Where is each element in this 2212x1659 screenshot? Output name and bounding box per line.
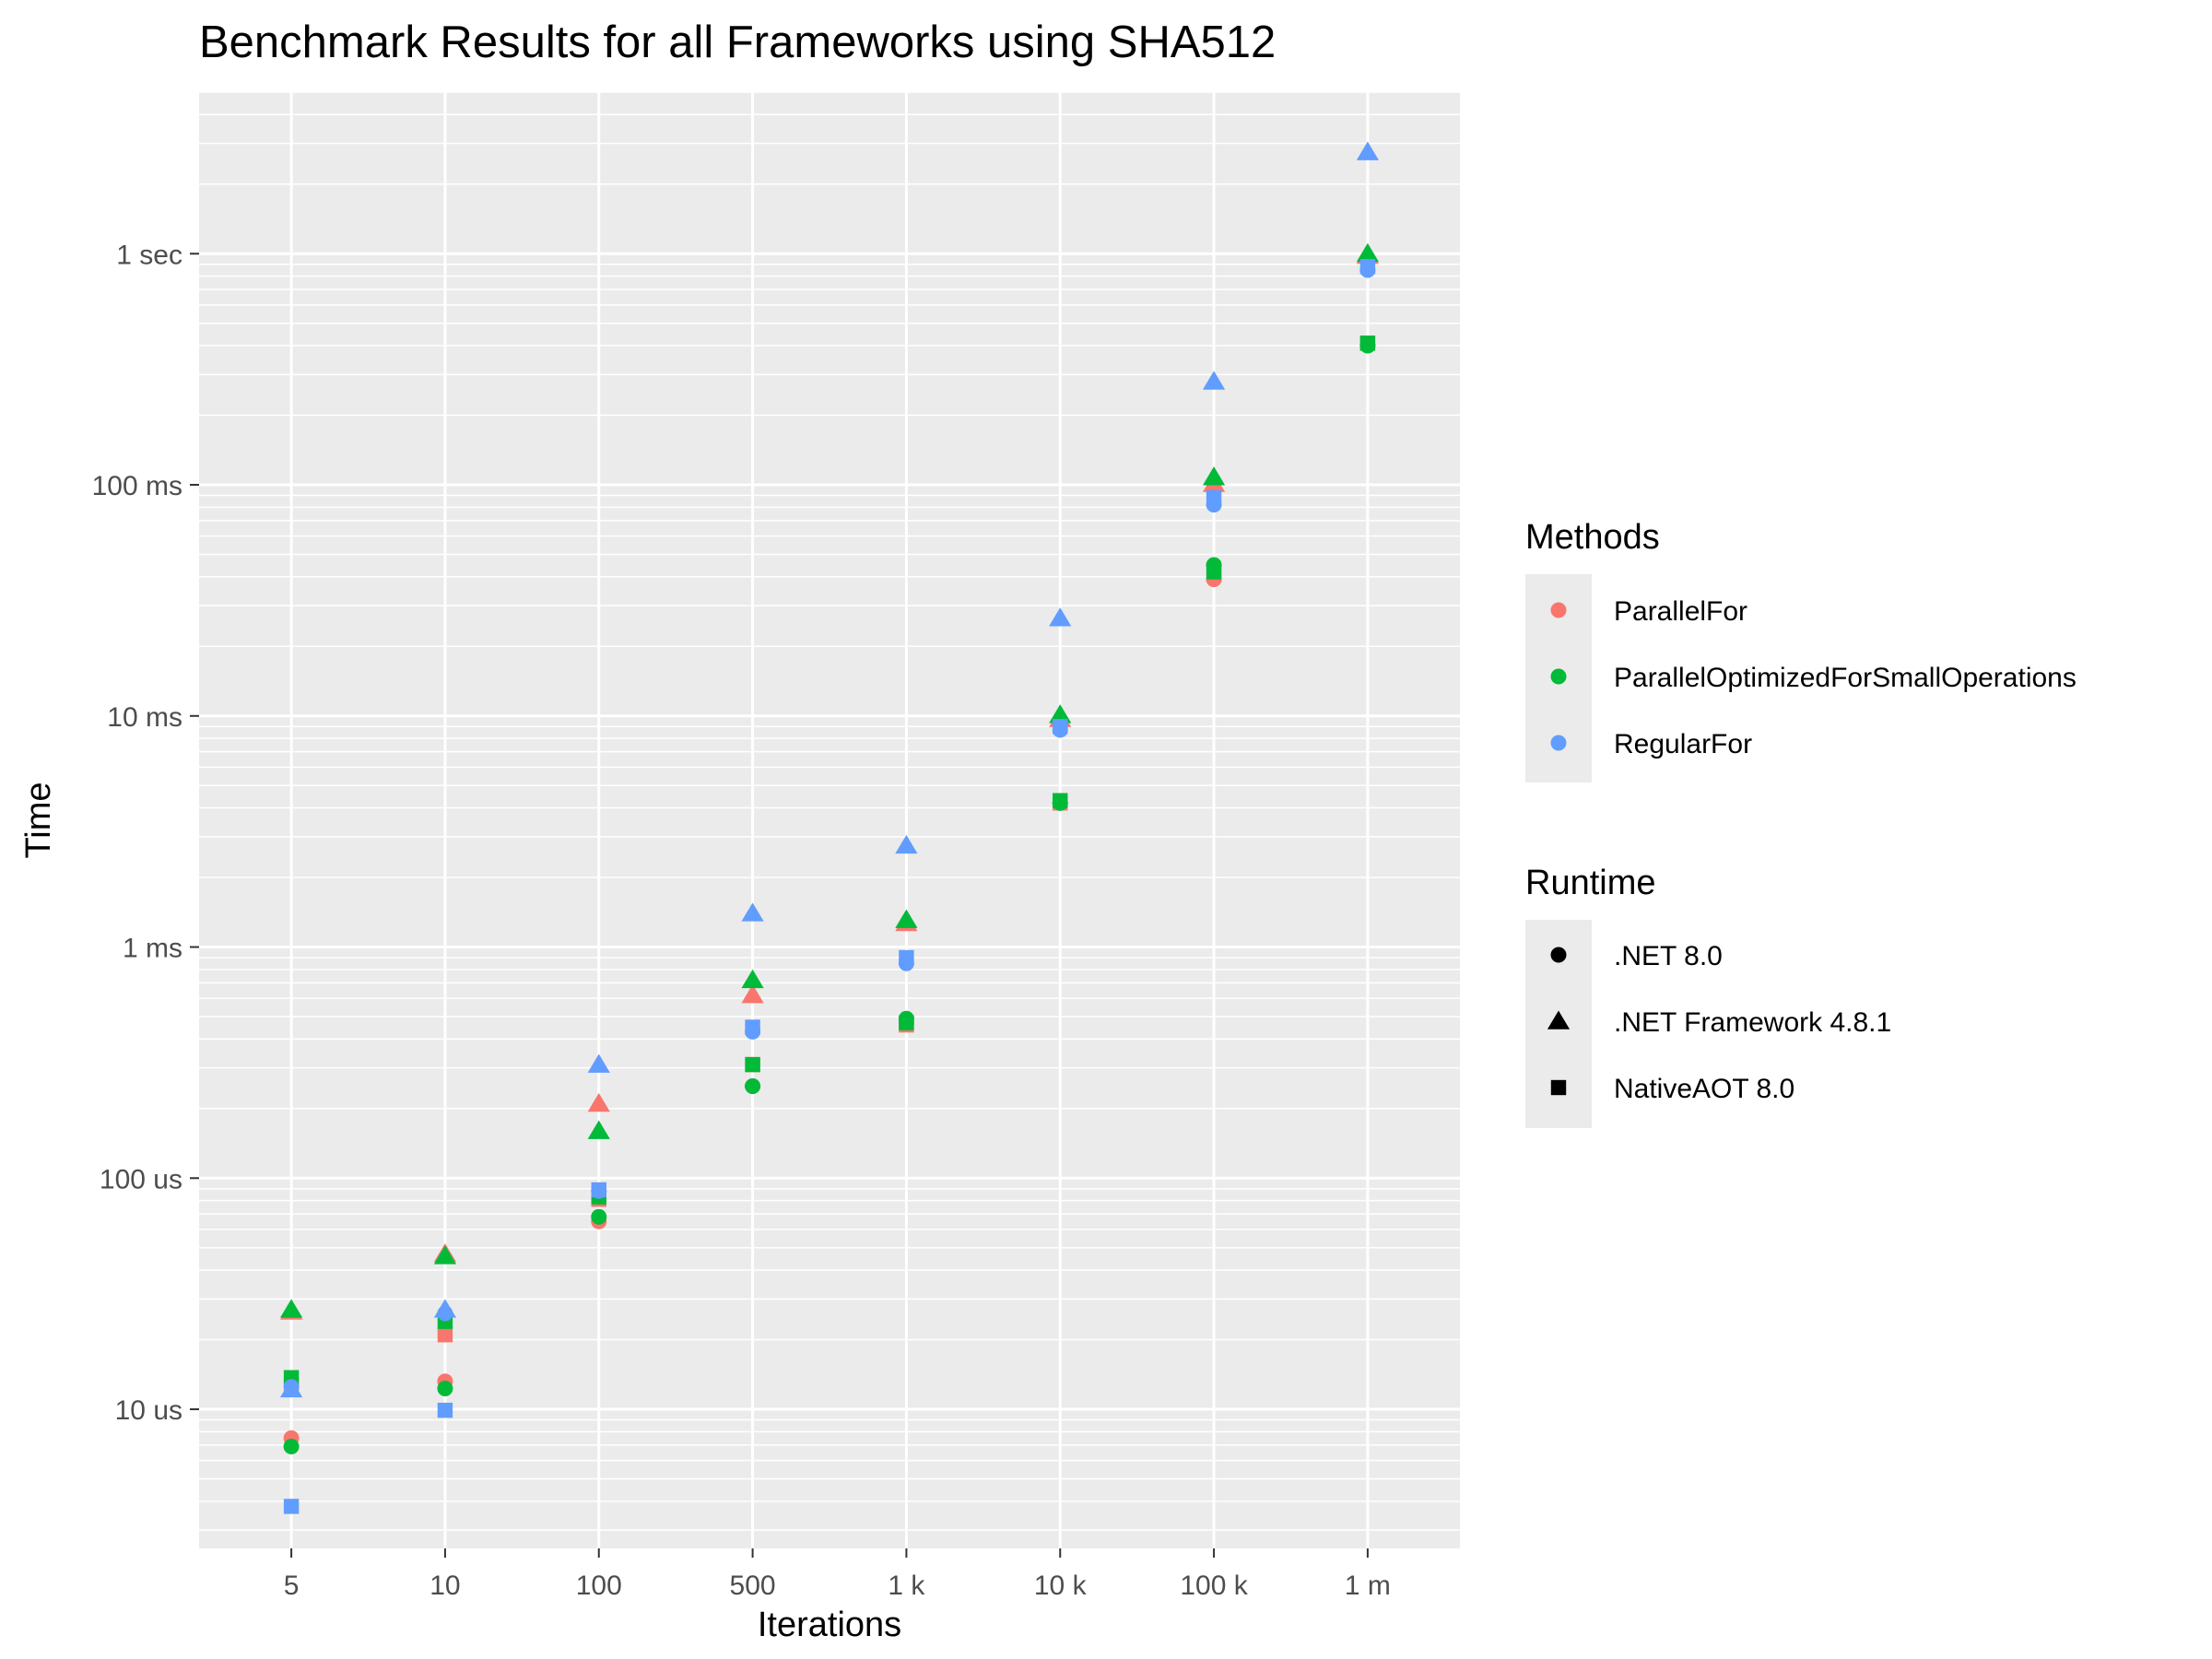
point-regularfor-nativeaot-8-0-10-k [1053,719,1068,735]
point-paralleloptimizedforsmalloperations-net-8-0-5 [283,1438,300,1454]
legend-methods-title: Methods [1525,518,1660,557]
point-paralleloptimizedforsmalloperations-net-framework-4-8-1-1-k [895,909,918,928]
point-paralleloptimizedforsmalloperations-net-framework-4-8-1-10-k [1049,704,1072,724]
legend-key-parallelfor [1550,602,1567,618]
point-paralleloptimizedforsmalloperations-net-framework-4-8-1-100 [587,1120,610,1139]
x-tick-label-100: 100 [576,1571,622,1601]
legend-label-parallelfor: ParallelFor [1614,596,1747,627]
point-regularfor-net-framework-4-8-1-5 [279,1378,303,1398]
y-tick-label-1-ms: 1 ms [123,934,182,964]
y-tick-label-1-sec: 1 sec [116,240,182,270]
legend-label-net-8-0: .NET 8.0 [1614,941,1723,971]
data-points [279,141,1380,1514]
x-tick-label-100-k: 100 k [1180,1571,1248,1601]
legend-key-nativeaot-8-0 [1550,1079,1567,1096]
point-paralleloptimizedforsmalloperations-nativeaot-8-0-1-m [1359,335,1376,351]
minor-gridlines [199,91,1460,1531]
point-parallelfor-net-framework-4-8-1-500 [741,984,764,1004]
legend-methods: Methods ParallelFor ParallelOptimizedForS… [1525,518,2077,782]
legend-label-paralleloptimizedforsmalloperations: ParallelOptimizedForSmallOperations [1614,663,2077,693]
point-paralleloptimizedforsmalloperations-net-8-0-500 [745,1077,761,1094]
point-regularfor-nativeaot-8-0-1-k [899,949,914,966]
legend-key-regularfor [1550,735,1567,751]
x-tick-label-500: 500 [730,1571,776,1601]
point-paralleloptimizedforsmalloperations-net-8-0-10 [437,1380,453,1396]
point-regularfor-nativeaot-8-0-500 [745,1019,760,1035]
point-regularfor-nativeaot-8-0-1-m [1359,258,1376,275]
point-regularfor-net-framework-4-8-1-1-k [895,834,918,854]
y-tick-label-100-ms: 100 ms [92,471,182,501]
y-axis: 10 us 100 us 1 ms 10 ms 100 ms 1 sec [92,240,199,1426]
y-tick-label-10-ms: 10 ms [107,702,182,733]
point-paralleloptimizedforsmalloperations-nativeaot-8-0-500 [745,1056,760,1073]
legend-runtime-title: Runtime [1525,864,1656,902]
legend-key-paralleloptimizedforsmalloperations [1550,668,1567,685]
legend-runtime: Runtime .NET 8.0 .NET Framework 4.8.1 Nati… [1525,864,1891,1128]
point-regularfor-net-framework-4-8-1-500 [741,902,764,922]
point-paralleloptimizedforsmalloperations-net-framework-4-8-1-500 [741,969,764,989]
point-regularfor-net-framework-4-8-1-10 [433,1299,457,1318]
y-tick-label-10-us: 10 us [115,1395,182,1426]
x-axis: 5 10 100 500 1 k 10 k 100 k 1 m [284,1548,1391,1601]
plot-panel [199,92,1460,1548]
point-regularfor-nativeaot-8-0-100 [591,1182,606,1198]
x-tick-label-10-k: 10 k [1034,1571,1088,1601]
legend-key-net-8-0 [1550,947,1567,963]
point-paralleloptimizedforsmalloperations-net-framework-4-8-1-5 [279,1299,303,1318]
legend-key-net-framework-4-8-1 [1547,1010,1571,1030]
point-paralleloptimizedforsmalloperations-nativeaot-8-0-1-k [899,1015,914,1030]
point-paralleloptimizedforsmalloperations-net-framework-4-8-1-10 [433,1245,457,1265]
x-tick-label-1-k: 1 k [888,1571,925,1601]
x-tick-label-10: 10 [429,1571,460,1601]
point-parallelfor-nativeaot-8-0-10 [437,1327,453,1343]
point-regularfor-net-framework-4-8-1-100-k [1202,371,1226,390]
point-paralleloptimizedforsmalloperations-nativeaot-8-0-100-k [1206,564,1222,580]
x-tick-label-5: 5 [284,1571,300,1601]
point-regularfor-net-framework-4-8-1-100 [587,1053,610,1073]
point-paralleloptimizedforsmalloperations-nativeaot-8-0-10-k [1053,793,1068,808]
point-parallelfor-net-framework-4-8-1-100 [587,1092,610,1112]
point-regularfor-net-framework-4-8-1-1-m [1356,141,1380,160]
point-paralleloptimizedforsmalloperations-net-framework-4-8-1-1-m [1356,242,1380,263]
x-axis-title: Iterations [758,1606,901,1644]
point-regularfor-nativeaot-8-0-10 [437,1402,453,1418]
point-paralleloptimizedforsmalloperations-net-framework-4-8-1-100-k [1202,466,1226,486]
y-tick-label-100-us: 100 us [100,1164,182,1194]
legend-label-nativeaot-8-0: NativeAOT 8.0 [1614,1074,1794,1104]
y-axis-title: Time [19,782,58,858]
point-regularfor-nativeaot-8-0-5 [283,1499,300,1514]
legend-label-net-framework-4-8-1: .NET Framework 4.8.1 [1614,1007,1891,1038]
x-tick-label-1-m: 1 m [1345,1571,1391,1601]
point-regularfor-nativeaot-8-0-100-k [1206,489,1222,506]
major-gridlines [199,92,1460,1548]
chart-title: Benchmark Results for all Frameworks usi… [199,18,1276,67]
point-paralleloptimizedforsmalloperations-net-8-0-100 [591,1208,607,1225]
point-regularfor-net-framework-4-8-1-10-k [1049,607,1072,627]
legend-label-regularfor: RegularFor [1614,729,1752,759]
